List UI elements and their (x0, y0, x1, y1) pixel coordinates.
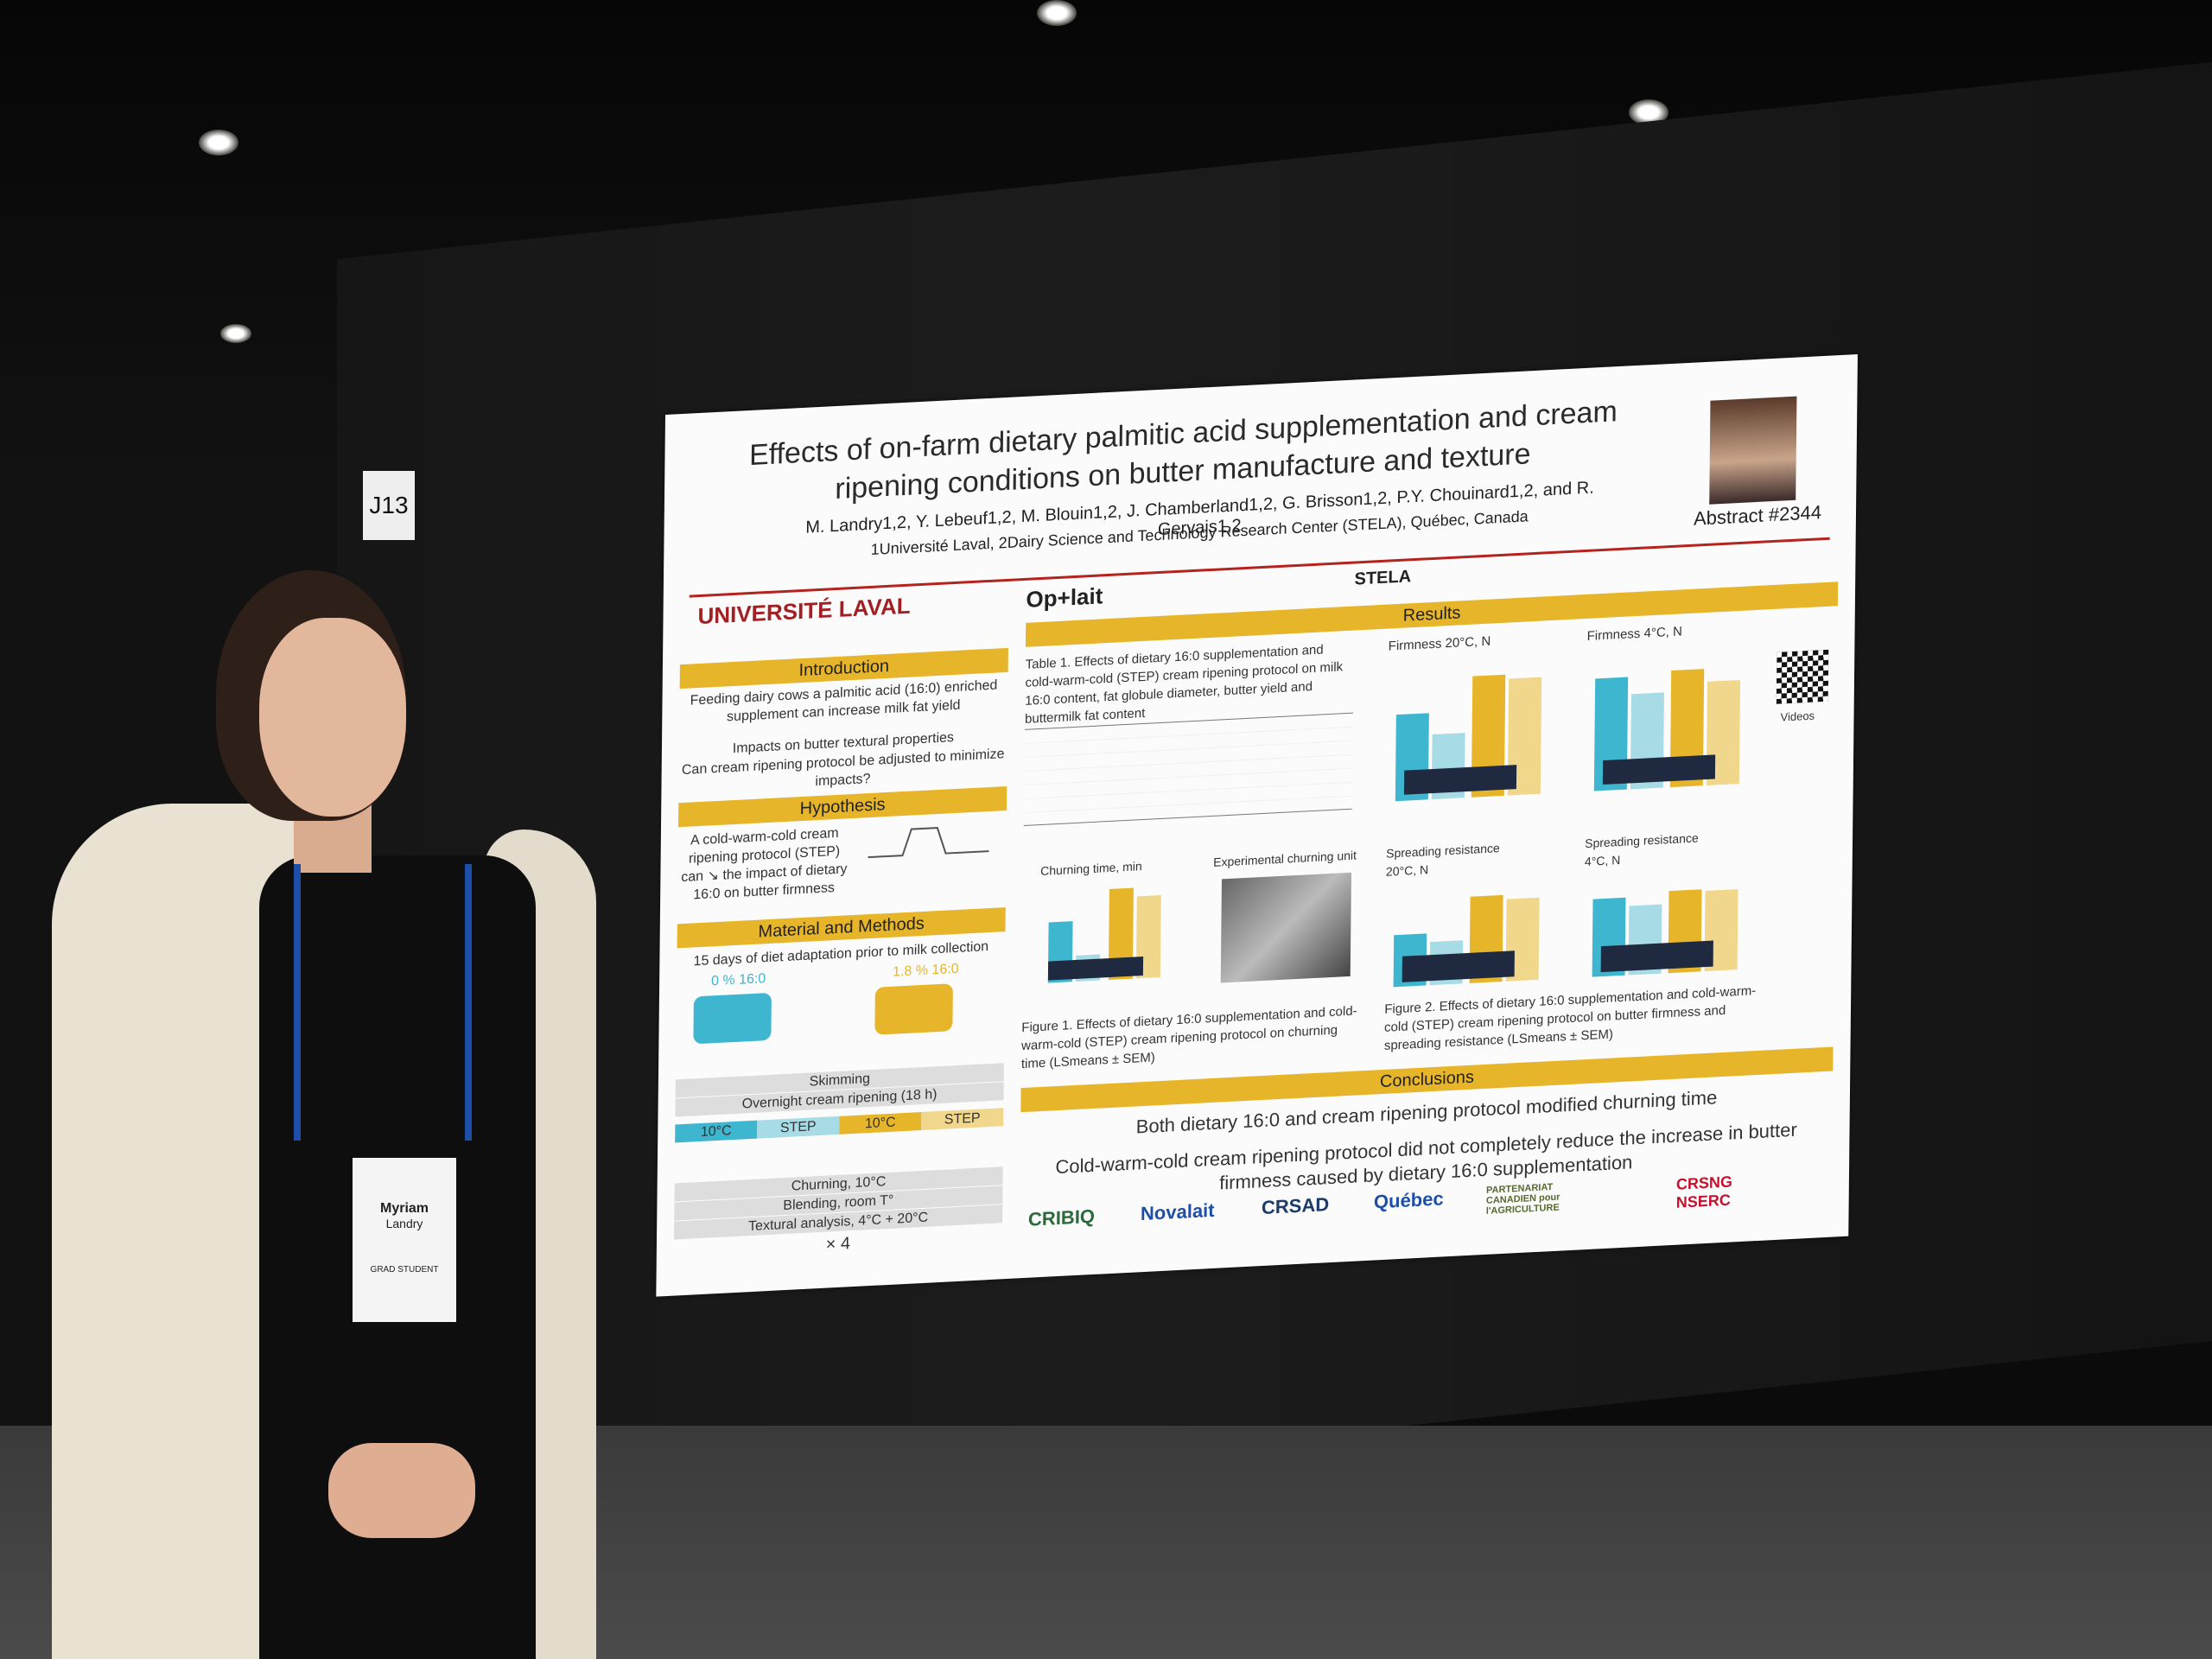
research-poster: Effects of on-farm dietary palmitic acid… (656, 354, 1858, 1297)
sponsor-logo: CRSAD (1261, 1193, 1330, 1219)
churning-bar-chart (1047, 887, 1161, 983)
person-hands (328, 1443, 475, 1538)
sponsor-logo: PARTENARIAT CANADIEN pour l'AGRICULTURE (1485, 1181, 1560, 1217)
sponsor-logo: CRIBIQ (1027, 1205, 1096, 1230)
diet-label-control: 0 % 16:0 (711, 971, 766, 989)
oplait-logo: Op+lait (1026, 582, 1103, 613)
qr-code (1776, 649, 1829, 704)
firmness-20-chart (1395, 674, 1542, 802)
ceiling-light (1037, 0, 1077, 26)
ceiling-light (220, 324, 251, 343)
firmness-4-chart (1593, 669, 1741, 791)
cow-icon-control (693, 992, 772, 1045)
churning-unit-title: Experimental churning unit (1213, 848, 1357, 869)
booth-number-sign: J13 (363, 471, 415, 540)
videos-label: Videos (1780, 709, 1815, 724)
spread-4-chart (1592, 889, 1738, 977)
person-face (259, 618, 406, 817)
treatment-4: STEP (921, 1108, 1004, 1131)
ripening-step-diagram (868, 827, 989, 859)
badge-last-name: Landry (385, 1217, 423, 1230)
sponsor-logo: Novalait (1140, 1198, 1215, 1225)
name-badge: Myriam Landry GRAD STUDENT (353, 1158, 456, 1322)
laval-logo: UNIVERSITÉ LAVAL (697, 592, 911, 630)
abstract-number: Abstract #2344 (1693, 501, 1822, 530)
treatment-2: STEP (757, 1116, 840, 1139)
treatment-3: 10°C (839, 1112, 922, 1135)
spread-20-chart (1393, 894, 1540, 988)
figure-2-caption: Figure 2. Effects of dietary 16:0 supple… (1383, 983, 1757, 1053)
author-photo (1709, 396, 1797, 505)
blue-lanyard (294, 864, 472, 1141)
sponsor-logo: Québec (1373, 1187, 1444, 1213)
ceiling-light (199, 130, 238, 156)
firmness-4-title: Firmness 4°C, N (1586, 624, 1682, 644)
spread-20-title: Spreading resistance 20°C, N (1385, 841, 1500, 879)
stela-logo: STELA (1354, 567, 1412, 589)
badge-role: GRAD STUDENT (370, 1265, 439, 1274)
diet-label-palmitic: 1.8 % 16:0 (893, 961, 959, 980)
hypothesis-text: A cold-warm-cold cream ripening protocol… (681, 825, 848, 903)
badge-first-name: Myriam (379, 1201, 429, 1216)
figure-1-caption: Figure 1. Effects of dietary 16:0 supple… (1020, 1003, 1357, 1072)
firmness-20-title: Firmness 20°C, N (1388, 633, 1491, 654)
treatment-1: 10°C (675, 1120, 758, 1143)
sponsor-logo: CRSNG NSERC (1675, 1173, 1733, 1211)
churning-unit-photo (1220, 872, 1351, 983)
spread-4-title: Spreading resistance 4°C, N (1584, 830, 1699, 869)
results-table (1023, 712, 1353, 827)
cow-icon-palmitic (874, 983, 953, 1035)
